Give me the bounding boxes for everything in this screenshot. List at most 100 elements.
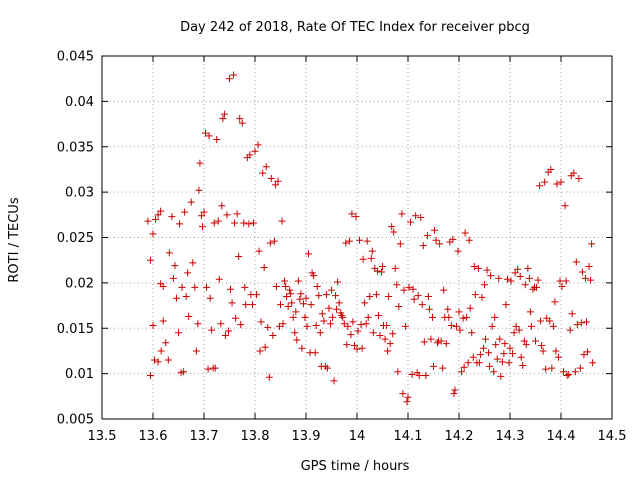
data-point-plus (340, 320, 348, 328)
data-point-plus (464, 359, 472, 367)
data-point-plus (522, 341, 530, 349)
data-point-plus (417, 214, 425, 222)
data-point-plus (272, 283, 280, 291)
data-point-plus (220, 110, 228, 118)
data-point-plus (428, 313, 436, 321)
y-tick-label: 0.02 (65, 276, 94, 291)
data-point-plus (398, 210, 406, 218)
data-point-plus (329, 313, 337, 321)
data-point-plus (460, 363, 468, 371)
data-point-plus (483, 266, 491, 274)
y-tick-label: 0.03 (65, 186, 94, 201)
data-point-plus (557, 178, 565, 186)
data-point-plus (210, 219, 218, 227)
data-point-plus (492, 341, 500, 349)
data-point-plus (474, 264, 482, 272)
data-point-plus (418, 301, 426, 309)
data-point-plus (566, 326, 574, 334)
data-point-plus (561, 202, 569, 210)
data-point-plus (240, 219, 248, 227)
data-point-plus (200, 208, 208, 216)
data-point-plus (420, 338, 428, 346)
data-point-plus (376, 332, 384, 340)
data-point-plus (511, 269, 519, 277)
data-point-plus (347, 331, 355, 339)
data-point-plus (425, 305, 433, 313)
data-point-plus (451, 386, 459, 394)
data-point-plus (442, 340, 450, 348)
data-point-plus (296, 295, 304, 303)
data-point-plus (476, 351, 484, 359)
data-point-plus (374, 312, 382, 320)
data-point-plus (551, 298, 559, 306)
data-point-plus (235, 253, 243, 261)
data-point-plus (313, 283, 321, 291)
data-point-plus (491, 313, 499, 321)
data-point-plus (159, 317, 167, 325)
data-point-plus (203, 283, 211, 291)
data-point-plus (323, 364, 331, 372)
data-point-plus (485, 349, 493, 357)
data-point-plus (500, 350, 508, 358)
data-point-plus (562, 277, 570, 285)
data-point-plus (516, 273, 524, 281)
data-point-plus (445, 313, 453, 321)
data-point-plus (524, 264, 532, 272)
data-point-plus (231, 219, 239, 227)
data-point-plus (175, 329, 182, 337)
data-point-plus (497, 372, 505, 380)
data-point-plus (302, 294, 310, 302)
data-point-plus (159, 283, 167, 291)
data-point-plus (348, 210, 356, 218)
data-point-plus (245, 220, 253, 228)
data-point-plus (335, 299, 343, 307)
data-point-plus (529, 285, 537, 293)
data-point-plus (580, 351, 588, 359)
data-point-plus (430, 362, 437, 370)
data-point-plus (466, 304, 474, 312)
data-point-plus (358, 344, 366, 352)
data-point-plus (343, 341, 351, 349)
data-point-plus (168, 213, 176, 221)
data-point-plus (565, 371, 573, 379)
data-point-plus (284, 302, 292, 310)
data-point-plus (262, 163, 270, 171)
data-point-plus (465, 236, 473, 244)
data-point-plus (549, 322, 557, 330)
data-point-plus (236, 115, 244, 123)
data-point-plus (454, 247, 462, 255)
grid-lines (102, 56, 612, 419)
data-point-plus (232, 314, 240, 322)
data-point-plus (275, 322, 283, 330)
y-tick-label: 0.015 (57, 322, 94, 337)
data-point-plus (185, 312, 193, 320)
data-point-plus (363, 237, 371, 245)
data-point-plus (157, 347, 165, 355)
data-point-plus (459, 314, 467, 322)
data-point-plus (407, 218, 415, 226)
data-point-plus (316, 329, 324, 337)
data-point-plus (266, 239, 274, 247)
data-point-plus (510, 329, 518, 337)
data-point-plus (525, 274, 533, 282)
y-axis-label: ROTI / TECUs (7, 197, 22, 282)
x-tick-label: 13.7 (190, 429, 219, 444)
data-point-plus (427, 335, 435, 343)
data-point-plus (577, 319, 585, 327)
data-point-plus (478, 293, 486, 301)
data-point-plus (556, 277, 564, 285)
data-point-plus (487, 272, 495, 280)
data-point-plus (279, 320, 287, 328)
data-point-plus (572, 258, 580, 266)
data-point-plus (157, 207, 165, 215)
data-point-plus (196, 159, 204, 167)
data-point-plus (219, 115, 227, 123)
y-tick-label: 0.035 (57, 140, 94, 155)
data-point-plus (410, 295, 418, 303)
data-point-plus (401, 322, 409, 330)
data-point-plus (450, 390, 458, 398)
data-point-plus (357, 321, 365, 329)
data-point-plus (475, 359, 483, 367)
data-point-plus (349, 318, 357, 326)
data-point-plus (373, 267, 381, 275)
